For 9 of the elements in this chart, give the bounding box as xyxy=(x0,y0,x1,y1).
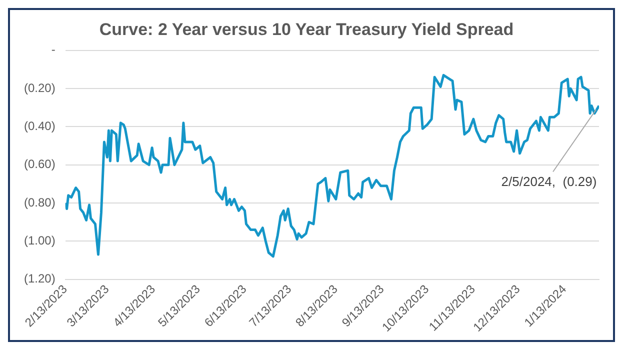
y-tick-label: (1.00) xyxy=(24,234,56,248)
y-tick-label: - xyxy=(51,42,56,57)
y-tick-label: (0.40) xyxy=(24,119,56,134)
y-tick-label: (1.20) xyxy=(24,272,56,286)
y-tick-label: (0.80) xyxy=(24,195,56,210)
chart-title: Curve: 2 Year versus 10 Year Treasury Yield Spread xyxy=(99,20,514,39)
y-tick-label: (0.60) xyxy=(24,157,56,172)
y-tick-label: (0.20) xyxy=(24,80,56,95)
annotation: 2/5/2024, (0.29) xyxy=(501,174,597,189)
